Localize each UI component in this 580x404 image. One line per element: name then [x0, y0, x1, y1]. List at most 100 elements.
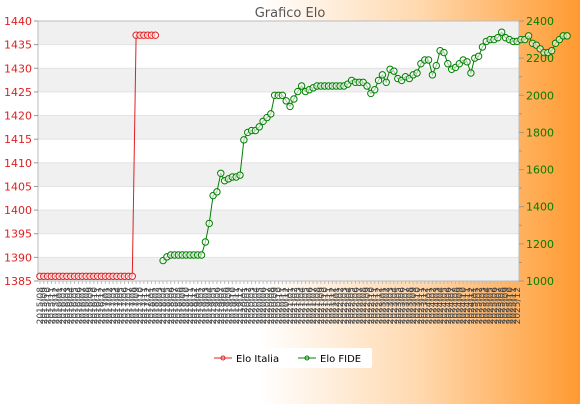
legend-marker-elo-italia: [220, 355, 226, 361]
data-point[interactable]: [282, 97, 290, 105]
data-point[interactable]: [278, 91, 287, 99]
x-tick-label: 2018/03: [155, 287, 165, 324]
x-tick-label: 2016/08: [82, 287, 92, 325]
x-tick-label: 2023/08: [405, 287, 415, 325]
data-point[interactable]: [297, 82, 306, 90]
data-point[interactable]: [524, 32, 533, 40]
x-tick-label: 2020/05: [255, 287, 265, 324]
data-point[interactable]: [413, 69, 421, 77]
data-point[interactable]: [197, 251, 206, 259]
x-tick-label: 2020/09: [271, 287, 281, 325]
x-tick-label: 2018/08: [174, 287, 184, 325]
data-point[interactable]: [371, 86, 379, 94]
data-point[interactable]: [463, 58, 471, 66]
legend-item-elo-italia[interactable]: Elo Italia: [214, 354, 279, 365]
x-tick-label: 2019/04: [205, 287, 215, 325]
data-point[interactable]: [563, 32, 571, 40]
left-tick-label: 1425: [4, 86, 32, 99]
x-tick-label: 2022/01: [332, 287, 342, 324]
x-tick-label: 2021/02: [290, 287, 300, 324]
data-point[interactable]: [290, 95, 298, 103]
x-tick-label: 2025/05: [486, 287, 496, 324]
data-point[interactable]: [267, 110, 275, 118]
data-point[interactable]: [236, 171, 244, 179]
legend-label-elo-fide: Elo FIDE: [320, 354, 361, 365]
x-tick-label: 2015/08: [36, 287, 46, 325]
x-tick-label: 2024/10: [459, 287, 469, 325]
grid-band: [38, 257, 519, 281]
grid-band: [38, 21, 519, 45]
data-point[interactable]: [432, 61, 440, 70]
x-tick-label: 2025/01: [471, 287, 481, 324]
x-tick-label: 2023/12: [421, 287, 431, 324]
left-tick-label: 1420: [4, 110, 32, 123]
x-tick-label: 2017/06: [121, 287, 131, 325]
x-tick-label: 2016/02: [59, 287, 69, 324]
data-point[interactable]: [294, 87, 302, 96]
x-tick-label: 2019/11: [232, 287, 242, 324]
data-point[interactable]: [151, 31, 160, 39]
x-tick-label: 2023/01: [378, 287, 388, 324]
data-point[interactable]: [497, 28, 506, 36]
data-point[interactable]: [548, 47, 556, 55]
legend: Elo Italia Elo FIDE: [208, 348, 372, 368]
legend-item-elo-fide[interactable]: Elo FIDE: [298, 354, 361, 365]
left-tick-label: 1430: [4, 62, 32, 75]
x-tick-label: 2018/07: [171, 287, 181, 324]
x-tick-label: 2016/04: [67, 287, 77, 325]
data-point[interactable]: [255, 123, 263, 131]
data-point[interactable]: [374, 76, 383, 85]
x-tick-label: 2020/07: [263, 287, 273, 324]
grid-band: [38, 210, 519, 234]
x-tick-label: 2017/03: [109, 287, 119, 324]
x-tick-label: 2019/10: [228, 287, 238, 325]
data-point[interactable]: [128, 272, 136, 280]
x-tick-label: 2020/03: [248, 287, 258, 324]
x-tick-label: 2022/07: [355, 287, 365, 324]
data-point[interactable]: [217, 169, 225, 177]
data-point[interactable]: [286, 102, 294, 111]
x-tick-label: 2021/07: [309, 287, 319, 324]
data-point[interactable]: [363, 82, 371, 90]
x-tick-label: 2020/11: [278, 287, 288, 324]
x-tick-label: 2024/04: [436, 287, 446, 325]
x-tick-label: 2019/02: [198, 287, 208, 324]
data-point[interactable]: [444, 60, 452, 68]
x-tick-label: 2019/05: [209, 287, 219, 324]
x-tick-label: 2023/11: [417, 287, 427, 324]
x-tick-label: 2018/01: [148, 287, 158, 324]
data-point[interactable]: [428, 71, 437, 79]
x-tick-label: 2025/06: [490, 287, 500, 325]
data-point[interactable]: [378, 71, 387, 79]
x-tick-label: 2019/09: [224, 287, 234, 325]
x-tick-label: 2021/03: [294, 287, 304, 324]
data-point[interactable]: [494, 34, 502, 42]
x-tick-label: 2020/02: [244, 287, 254, 324]
x-tick-label: 2017/05: [117, 287, 127, 324]
right-tick-label: 1800: [526, 126, 554, 139]
legend-marker-elo-fide: [304, 355, 310, 361]
x-tick-label: 2025/08: [498, 287, 508, 325]
data-point[interactable]: [205, 219, 213, 228]
data-point[interactable]: [467, 69, 475, 77]
data-point[interactable]: [478, 43, 487, 51]
data-point[interactable]: [240, 136, 248, 144]
data-point[interactable]: [390, 67, 398, 75]
x-tick-label: 2025/10: [505, 287, 515, 325]
x-tick-label: 2017/12: [144, 287, 154, 324]
x-tick-label: 2024/09: [455, 287, 465, 325]
right-tick-label: 1600: [526, 164, 554, 177]
data-point[interactable]: [474, 52, 483, 60]
data-point[interactable]: [440, 48, 448, 57]
x-tick-label: 2018/10: [182, 287, 192, 325]
legend-label-elo-italia: Elo Italia: [236, 354, 279, 365]
x-tick-label: 2018/09: [178, 287, 188, 325]
data-point[interactable]: [213, 188, 221, 196]
data-point[interactable]: [424, 56, 433, 64]
x-tick-label: 2025/07: [494, 287, 504, 324]
data-point[interactable]: [382, 78, 390, 86]
x-tick-label: 2018/04: [159, 287, 169, 325]
series-elo-fide: [159, 28, 571, 265]
data-point[interactable]: [201, 238, 210, 246]
